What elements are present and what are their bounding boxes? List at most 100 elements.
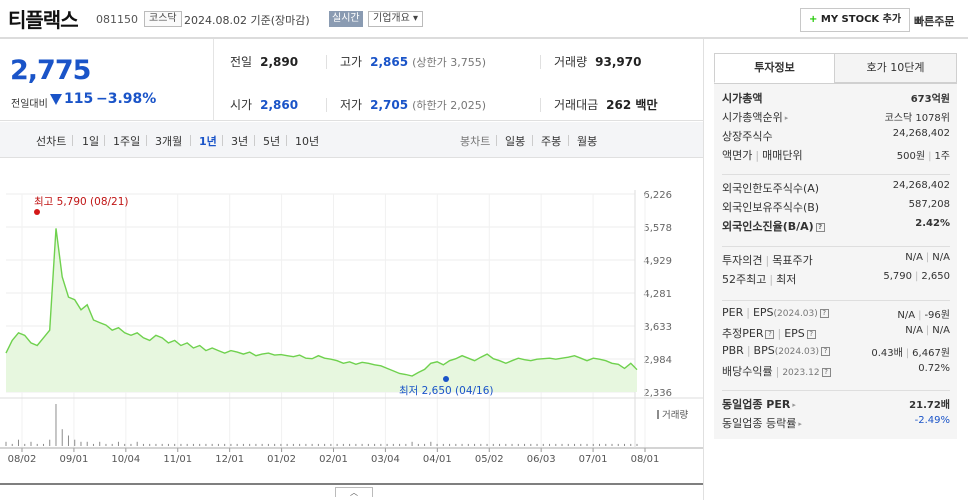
x-tick-label: 04/01: [423, 454, 452, 465]
volume-bar: [361, 443, 363, 446]
volume-bar: [417, 443, 419, 446]
quick-order-link[interactable]: 빠른주문: [914, 15, 955, 28]
volume-bar: [311, 443, 313, 446]
info-label-text: PBR: [722, 344, 744, 357]
volume-legend-swatch: [657, 410, 659, 419]
volume-bar: [292, 443, 294, 446]
x-tick-label: 09/01: [60, 454, 89, 465]
volume-bar: [242, 443, 244, 446]
volume-bar: [86, 441, 88, 446]
tab-candle-weekly[interactable]: 주봉: [541, 135, 562, 148]
info-value-text: 21.72배: [909, 400, 950, 411]
info-row-label: PBR | BPS(2024.03)?: [722, 344, 830, 357]
open-value: 2,860: [260, 98, 299, 112]
info-value-text: 673억원: [910, 94, 950, 105]
help-icon[interactable]: ?: [806, 329, 816, 339]
info-row: 동일업종 PER ▸ 21.72배: [722, 396, 950, 412]
label-divider: |: [746, 344, 751, 357]
investment-info-table: 시가총액 673억원 시가총액순위 ▸ 코스닥 1078위 상장주식수 24,268,402…: [714, 83, 957, 439]
info-group-divider: [722, 174, 950, 175]
info-row-label[interactable]: 시가총액순위 ▸: [722, 109, 788, 125]
volume-bar: [624, 443, 626, 446]
volume-bar: [255, 443, 257, 446]
volume-bar: [499, 443, 501, 446]
info-row-label[interactable]: 동일업종 등락률 ▸: [722, 415, 802, 431]
info-row: 시가총액순위 ▸ 코스닥 1078위: [722, 109, 950, 125]
info-value-secondary: N/A: [932, 325, 950, 336]
info-value-text: 500원: [896, 151, 926, 162]
volume-bar: [536, 443, 538, 446]
info-value-text: N/A: [905, 252, 923, 263]
volume-bar: [424, 443, 426, 446]
price-area-fill: [6, 228, 637, 392]
volume-bar: [17, 439, 19, 446]
volume-bar: [286, 443, 288, 446]
volume-bar: [111, 443, 113, 446]
tab-period-10y[interactable]: 10년: [295, 135, 320, 148]
info-row: PER | EPS(2024.03)? N/A | -96원: [722, 306, 950, 322]
tab-period-1w[interactable]: 1주일: [113, 135, 141, 148]
info-row-label: PER | EPS(2024.03)?: [722, 306, 829, 319]
help-icon[interactable]: ?: [815, 222, 825, 232]
info-row-label: 추정PER? | EPS?: [722, 325, 816, 341]
label-divider: |: [777, 327, 782, 340]
price-chart[interactable]: 6,226 5,578 4,929 4,281 3,633 2,984 2,336 08/02…: [0, 158, 703, 500]
tab-period-1y[interactable]: 1년: [199, 135, 217, 148]
volume-bar: [199, 443, 201, 446]
info-row-value: N/A | N/A: [905, 325, 950, 336]
volume-bar: [530, 443, 532, 446]
help-icon[interactable]: ?: [821, 367, 831, 377]
company-overview-dropdown[interactable]: 기업개요 ▾: [368, 11, 424, 27]
tab-period-3m[interactable]: 3개월: [155, 135, 183, 148]
volume-bar: [74, 439, 76, 446]
info-row-label: 배당수익률 | 2023.12?: [722, 363, 831, 379]
open-cell: 시가 2,860: [230, 96, 298, 113]
tab-candle-chart[interactable]: 봉차트: [460, 135, 491, 148]
my-stock-add-button[interactable]: + MY STOCK 추가: [800, 8, 911, 32]
tab-line-chart[interactable]: 선차트: [36, 135, 67, 148]
tab-investment-info[interactable]: 투자정보: [714, 53, 835, 83]
volume-bar: [430, 441, 432, 446]
tab-period-1d[interactable]: 1일: [82, 135, 100, 148]
tab-candle-monthly[interactable]: 월봉: [577, 135, 598, 148]
tab-divider: [286, 135, 287, 146]
volume-bar: [49, 439, 51, 446]
volume-bar: [367, 443, 369, 446]
info-value-secondary: 2,650: [921, 271, 950, 282]
info-row: 투자의견 | 목표주가 N/A | N/A: [722, 252, 950, 268]
tab-order-book-10[interactable]: 호가 10단계: [834, 53, 957, 83]
tab-candle-daily[interactable]: 일봉: [505, 135, 526, 148]
info-row: 외국인소진율(B/A)? 2.42%: [722, 218, 950, 234]
info-label-text: 외국인한도주식수(A): [722, 182, 820, 195]
volume-bar: [517, 443, 519, 446]
help-icon[interactable]: ?: [819, 308, 829, 318]
realtime-badge[interactable]: 실시간: [329, 11, 363, 27]
label-divider: |: [765, 254, 770, 267]
volume-bar: [99, 441, 101, 446]
info-label-text: 외국인보유주식수(B): [722, 201, 820, 214]
info-row-label: 외국인소진율(B/A)?: [722, 218, 825, 234]
info-value-text: 0.72%: [918, 363, 950, 374]
current-price: 2,775: [10, 55, 91, 86]
chevron-right-icon: ▸: [792, 401, 796, 409]
volume-bar: [561, 443, 563, 446]
summary-divider: [213, 39, 214, 121]
chart-scroll-handle[interactable]: ︿: [335, 487, 373, 497]
tab-divider: [146, 135, 147, 146]
volume-bar: [261, 443, 263, 446]
chevron-up-icon: ︿: [350, 488, 358, 497]
cell-divider: [326, 55, 327, 69]
volume-bar: [124, 443, 126, 446]
info-row-label[interactable]: 동일업종 PER ▸: [722, 396, 796, 412]
help-icon[interactable]: ?: [765, 329, 775, 339]
tab-period-5y[interactable]: 5년: [263, 135, 281, 148]
low-point-marker: [443, 376, 449, 382]
tab-period-3y[interactable]: 3년: [231, 135, 249, 148]
help-icon[interactable]: ?: [820, 346, 830, 356]
info-value-secondary: -96원: [924, 310, 950, 321]
my-stock-add-label: MY STOCK 추가: [820, 14, 902, 25]
info-label-text: 52주최고: [722, 273, 767, 286]
info-label-period: (2024.03): [773, 309, 818, 319]
y-tick-label: 3,633: [643, 322, 672, 333]
open-label: 시가: [230, 98, 253, 112]
